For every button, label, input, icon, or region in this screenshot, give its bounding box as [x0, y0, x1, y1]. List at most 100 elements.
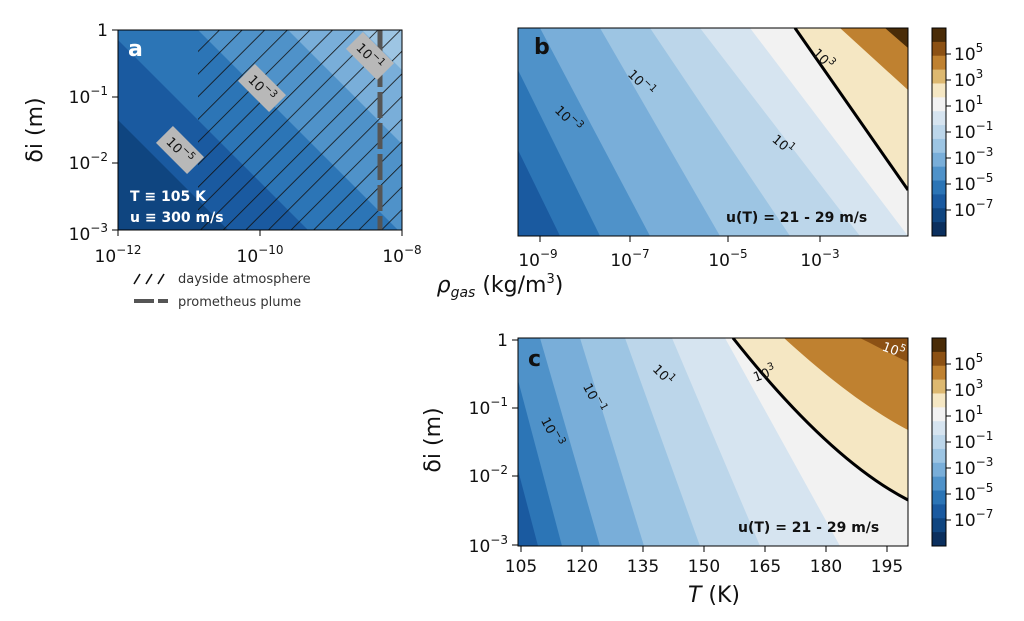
colorbar-segment — [932, 41, 946, 57]
colorbar-segment — [932, 490, 946, 505]
y-tick-label: 1 — [97, 21, 108, 41]
colorbar-tick-label: 103 — [954, 67, 983, 91]
x-tick-label: 165 — [749, 557, 781, 577]
colorbar-tick-label: 105 — [954, 41, 983, 65]
x-tick-label: 195 — [871, 557, 903, 577]
x-tick-label: 105 — [505, 557, 537, 577]
panel-b-annotation: u(T) = 21 - 29 m/s — [726, 210, 867, 226]
panel-b-x-axis: 10−9 10−7 10−5 10−3 — [518, 236, 840, 271]
colorbar-tick-label: 10−3 — [954, 145, 993, 169]
y-tick-label: 10−2 — [69, 150, 108, 174]
colorbar-segment — [932, 448, 946, 464]
panel-c-annotation: u(T) = 21 - 29 m/s — [738, 520, 879, 536]
colorbar-tick-label: 103 — [954, 377, 983, 401]
colorbar-segment — [932, 55, 946, 71]
colorbar-tick-label: 10−5 — [954, 481, 993, 505]
colorbar-segment — [932, 351, 946, 367]
colorbar-tick-label: 10−1 — [954, 119, 993, 143]
legend-label-dayside: dayside atmosphere — [178, 272, 311, 287]
colorbar-segment — [932, 222, 946, 237]
colorbar-tick-label: 10−5 — [954, 171, 993, 195]
x-tick-label: 120 — [566, 557, 598, 577]
colorbar-segment — [932, 338, 946, 353]
panel-c-y-label: δi (m) — [421, 407, 446, 472]
legend-label-plume: prometheus plume — [178, 295, 301, 310]
panel-c-field — [518, 338, 908, 546]
y-tick-label: 10−1 — [69, 84, 108, 108]
colorbar-segment — [932, 407, 946, 422]
panel-c-frame — [517, 337, 909, 547]
panel-b-bold-contour — [793, 28, 908, 191]
colorbar-tick-label: 101 — [954, 93, 983, 117]
panel-c-x-label: T (K) — [688, 583, 740, 608]
panel-a-annotation-velocity: u ≡ 300 m/s — [130, 210, 224, 226]
colorbar-segment — [932, 365, 946, 381]
colorbar-segment — [932, 69, 946, 84]
colorbar-tick-label: 10−7 — [954, 507, 993, 531]
colorbar-segment — [932, 435, 946, 450]
panel-c-band — [860, 338, 908, 362]
panel-b-field — [518, 28, 908, 236]
y-tick-label: 10−1 — [469, 395, 508, 419]
panel-c-band — [784, 338, 908, 430]
panel-b-frame — [517, 27, 909, 237]
panel-a-legend: dayside atmosphere prometheus plume — [133, 272, 311, 310]
y-tick-label: 10−2 — [469, 463, 508, 487]
x-tick-label: 135 — [627, 557, 659, 577]
colorbar-tick-label: 101 — [954, 403, 983, 427]
colorbar-tick-label: 105 — [954, 351, 983, 375]
colorbar-segment — [932, 518, 946, 533]
x-tick-label: 10−5 — [708, 247, 747, 271]
colorbar-segment — [932, 125, 946, 140]
colorbar-segment — [932, 462, 946, 478]
panel-a-letter: a — [128, 37, 143, 62]
panel-a: 10−5 10−3 10−1 a T ≡ 105 K u ≡ 300 m/s 1… — [23, 21, 422, 310]
x-tick-label: 10−8 — [382, 243, 421, 267]
panel-c-bold-contour — [731, 338, 908, 502]
panel-a-y-label: δi (m) — [23, 97, 48, 162]
colorbar-segment — [932, 152, 946, 168]
x-tick-label: 150 — [688, 557, 720, 577]
colorbar-segment — [932, 476, 946, 492]
colorbar-segment — [932, 194, 946, 209]
colorbar-segment — [932, 504, 946, 519]
x-tick-label: 10−10 — [237, 243, 284, 267]
panel-c-x-axis: 105 120 135 150 165 180 195 — [505, 546, 903, 577]
colorbar-segment — [932, 208, 946, 223]
y-tick-label: 1 — [497, 331, 508, 351]
colorbar-segment — [932, 379, 946, 394]
panel-a-annotation-temperature: T ≡ 105 K — [130, 189, 207, 205]
y-tick-label: 10−3 — [469, 533, 508, 557]
colorbar-segment — [932, 180, 946, 195]
y-tick-label: 10−3 — [69, 221, 108, 245]
panel-b-band — [885, 28, 908, 48]
panel-c-letter: c — [528, 347, 541, 372]
panel-b: 10−3 10−1 101 103 b u(T) = 21 - 29 m/s 1… — [437, 27, 909, 301]
colorbar-segment — [932, 83, 946, 98]
colorbar-segment — [932, 532, 946, 547]
x-tick-label: 10−9 — [518, 247, 557, 271]
panel-c: 10−3 10−1 101 103 105 c u(T) = 21 - 29 m… — [421, 331, 909, 608]
colorbar-segment — [932, 97, 946, 112]
panel-b-letter: b — [534, 35, 550, 60]
colorbar-segment — [932, 166, 946, 182]
panel-c-y-axis: 1 10−1 10−2 10−3 — [469, 331, 518, 557]
colorbar-tick-label: 10−7 — [954, 197, 993, 221]
colorbar-segment — [932, 28, 946, 43]
panel-a-x-axis: 10−12 10−10 10−8 — [95, 230, 422, 267]
colorbar-tick-label: 10−1 — [954, 429, 993, 453]
colorbar-segment — [932, 421, 946, 436]
x-tick-label: 180 — [810, 557, 842, 577]
panel-a-field — [118, 30, 402, 230]
x-tick-label: 10−3 — [800, 247, 839, 271]
colorbar-segment — [932, 111, 946, 126]
panel-a-y-axis: 1 10−1 10−2 10−3 — [69, 21, 118, 245]
colorbar-segment — [932, 393, 946, 408]
colorbar-segment — [932, 138, 946, 154]
panel-b-x-label: ρgas (kg/m3) — [437, 272, 564, 301]
colorbar-tick-label: 10−3 — [954, 455, 993, 479]
contour-label: 10−5 — [155, 125, 205, 175]
